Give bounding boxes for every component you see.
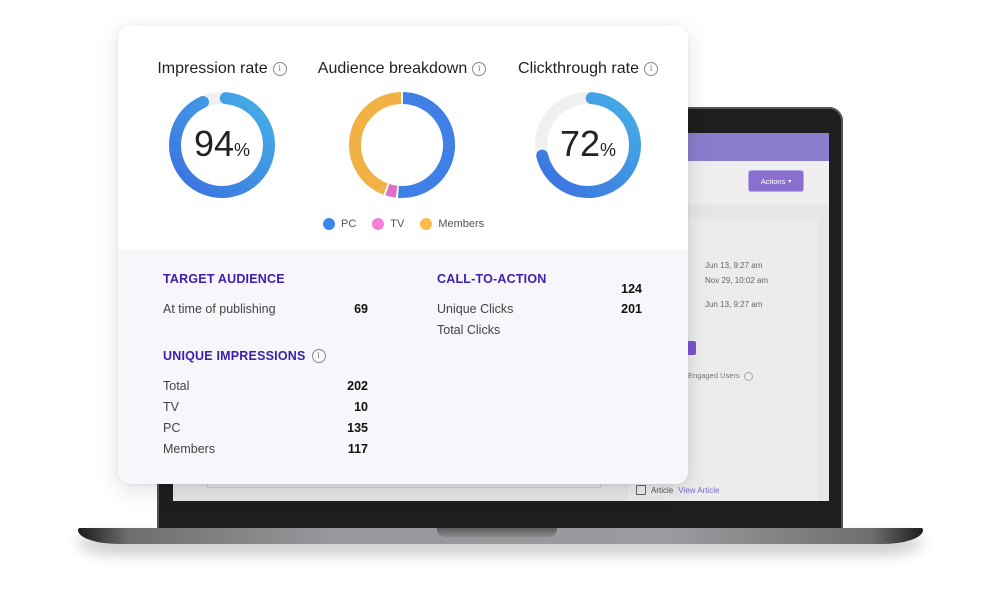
call-to-action-title: CALL-TO-ACTION: [437, 272, 547, 286]
stat-value: 135: [347, 421, 368, 435]
info-icon[interactable]: i: [472, 62, 487, 76]
unique-impressions-title: UNIQUE IMPRESSIONS: [163, 349, 306, 363]
stat-label: TV: [163, 400, 179, 414]
stat-label: Total: [163, 379, 190, 393]
clickthrough-rate-title: Clickthrough rate: [518, 60, 639, 77]
info-icon[interactable]: i: [643, 62, 658, 76]
donut-slice-pc: [397, 92, 456, 198]
article-label: Article: [651, 485, 674, 495]
clickthrough-rate-value: 72%: [533, 123, 643, 165]
target-audience-title: TARGET AUDIENCE: [163, 272, 285, 286]
engaged-users-text: Engaged Users: [688, 371, 740, 380]
actions-button[interactable]: Actions ▾: [749, 171, 803, 191]
stat-label: Total Clicks: [437, 323, 501, 337]
target-audience-heading: TARGET AUDIENCE: [163, 272, 285, 286]
impression-rate-number: 94: [193, 123, 235, 164]
legend-item-members: Members: [420, 218, 484, 230]
stat-value: 10: [354, 400, 368, 414]
info-icon: [743, 371, 753, 381]
donut-slice-tv: [385, 183, 398, 198]
purple-button-edge[interactable]: [688, 341, 696, 355]
clickthrough-rate-metric: Clickthrough rate i 72%: [508, 60, 668, 200]
stat-value: 117: [347, 442, 368, 456]
stat-value: 201: [621, 302, 642, 316]
stat-label: Members: [163, 442, 216, 456]
audience-breakdown-donut: [349, 92, 456, 198]
legend-dot-icon: [323, 218, 335, 230]
clickthrough-rate-ring: [535, 92, 641, 198]
clickthrough-rate-number: 72: [559, 123, 601, 164]
audience-legend: PC TV Members: [323, 218, 484, 230]
stat-label: PC: [163, 421, 181, 435]
laptop-notch: [437, 528, 557, 537]
legend-item-tv: TV: [372, 218, 404, 230]
timestamp: Jun 13, 9:27 am: [705, 261, 763, 270]
audience-breakdown-metric: Audience breakdown i: [312, 60, 492, 200]
impression-rate-value: 94%: [167, 123, 277, 165]
article-row: Article View Article: [636, 485, 719, 495]
impression-rate-ring: [169, 92, 275, 198]
info-icon[interactable]: i: [311, 349, 326, 363]
stat-value: 124: [621, 282, 642, 296]
timestamp: Nov 29, 10:02 am: [705, 276, 769, 285]
actions-label: Actions: [760, 176, 786, 186]
impression-rate-metric: Impression rate i 94%: [152, 60, 292, 200]
impression-rate-title: Impression rate: [157, 60, 268, 77]
legend-label: PC: [341, 218, 357, 230]
stats-section: [118, 250, 688, 484]
legend-dot-icon: [420, 218, 433, 230]
timestamp: Jun 13, 9:27 am: [705, 300, 763, 309]
legend-item-pc: PC: [323, 218, 356, 230]
stat-label: Unique Clicks: [437, 302, 514, 316]
info-icon[interactable]: i: [272, 62, 287, 76]
legend-dot-icon: [372, 218, 385, 230]
caret-down-icon: ▾: [788, 178, 792, 185]
impression-rate-fill: [169, 92, 275, 198]
legend-label: Members: [438, 218, 485, 230]
unique-impressions-heading: UNIQUE IMPRESSIONS i: [163, 349, 326, 363]
stat-value: 202: [347, 379, 368, 393]
clickthrough-rate-fill: [536, 92, 641, 198]
view-article-link[interactable]: View Article: [678, 485, 720, 495]
audience-breakdown-title: Audience breakdown: [317, 60, 468, 77]
article-icon: [636, 485, 646, 495]
percent-sign: %: [600, 140, 617, 160]
stat-label: At time of publishing: [163, 302, 276, 316]
donut-slice-members: [349, 92, 402, 195]
legend-label: TV: [390, 218, 405, 230]
engaged-users-label: Engaged Users: [688, 371, 753, 381]
percent-sign: %: [234, 140, 251, 160]
analytics-card: Impression rate i 94% Audience breakdown…: [118, 26, 688, 484]
stat-value: 69: [354, 302, 368, 316]
call-to-action-heading: CALL-TO-ACTION: [437, 272, 547, 286]
